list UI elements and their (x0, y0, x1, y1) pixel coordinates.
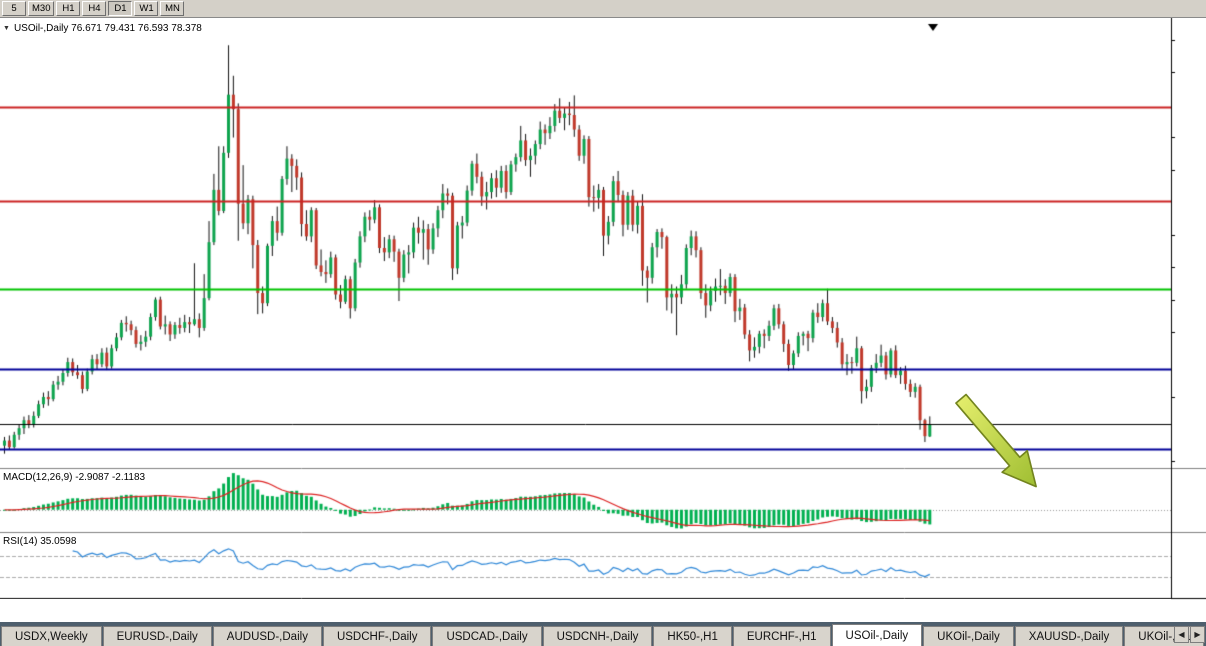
tab-usoil-daily[interactable]: USOil-,Daily (831, 624, 923, 646)
symbol-ohlc-label: ▼ USOil-,Daily 76.671 79.431 76.593 78.3… (3, 23, 202, 34)
macd-indicator-label: MACD(12,26,9) -2.9087 -2.1183 (3, 472, 146, 483)
tab-ukoil-daily[interactable]: UKOil-,Daily (923, 626, 1014, 646)
tab-usdx-weekly[interactable]: USDX,Weekly (1, 626, 102, 646)
tab-usdchf-daily[interactable]: USDCHF-,Daily (322, 626, 432, 646)
tab-eurchf-h1[interactable]: EURCHF-,H1 (732, 626, 831, 646)
price-chart-canvas[interactable] (0, 18, 1206, 622)
tab-usdcad-daily[interactable]: USDCAD-,Daily (432, 626, 542, 646)
timeframe-button-m30[interactable]: M30 (28, 1, 55, 16)
timeframe-toolbar: 5 M30 H1 H4 D1 W1 MN (0, 0, 1206, 18)
arrow-shape (955, 393, 1037, 488)
timeframe-button-h4[interactable]: H4 (82, 1, 107, 16)
price-scale[interactable]: 131.210126.790117.820113.400104.430100.0… (1171, 18, 1206, 599)
time-scale[interactable]: 30 Dec 202118 Jan 20226 Feb 202224 Feb 2… (0, 599, 1171, 622)
tab-scroll-left-button[interactable]: ◀ (1174, 626, 1189, 643)
tab-scroll-right-button[interactable]: ▶ (1190, 626, 1205, 643)
tab-scroll-arrows: ◀ ▶ (1174, 626, 1205, 643)
chart-expand-icon[interactable]: ▼ (3, 25, 10, 32)
timeframe-button-5[interactable]: 5 (2, 1, 26, 16)
symbol-ohlc-text: USOil-,Daily 76.671 79.431 76.593 78.378 (13, 23, 202, 34)
timeframe-button-w1[interactable]: W1 (134, 1, 159, 16)
tab-eurusd-daily[interactable]: EURUSD-,Daily (102, 626, 212, 646)
timeframe-button-d1[interactable]: D1 (108, 1, 133, 16)
trend-arrow-annotation[interactable] (950, 390, 1060, 500)
tab-audusd-daily[interactable]: AUDUSD-,Daily (212, 626, 322, 646)
timeframe-button-row: 5 M30 H1 H4 D1 W1 MN (2, 1, 185, 16)
symbol-tab-bar: USDX,Weekly EURUSD-,Daily AUDUSD-,Daily USD… (0, 622, 1206, 646)
tab-usdcnh-daily[interactable]: USDCNH-,Daily (542, 626, 653, 646)
timeframe-button-h1[interactable]: H1 (56, 1, 81, 16)
chart-area: ▼ USOil-,Daily 76.671 79.431 76.593 78.3… (0, 18, 1206, 622)
timeframe-button-mn[interactable]: MN (160, 1, 185, 16)
tab-hk50-h1[interactable]: HK50-,H1 (653, 626, 732, 646)
rsi-indicator-label: RSI(14) 35.0598 (3, 536, 77, 547)
tab-xauusd-daily[interactable]: XAUUSD-,Daily (1014, 626, 1124, 646)
